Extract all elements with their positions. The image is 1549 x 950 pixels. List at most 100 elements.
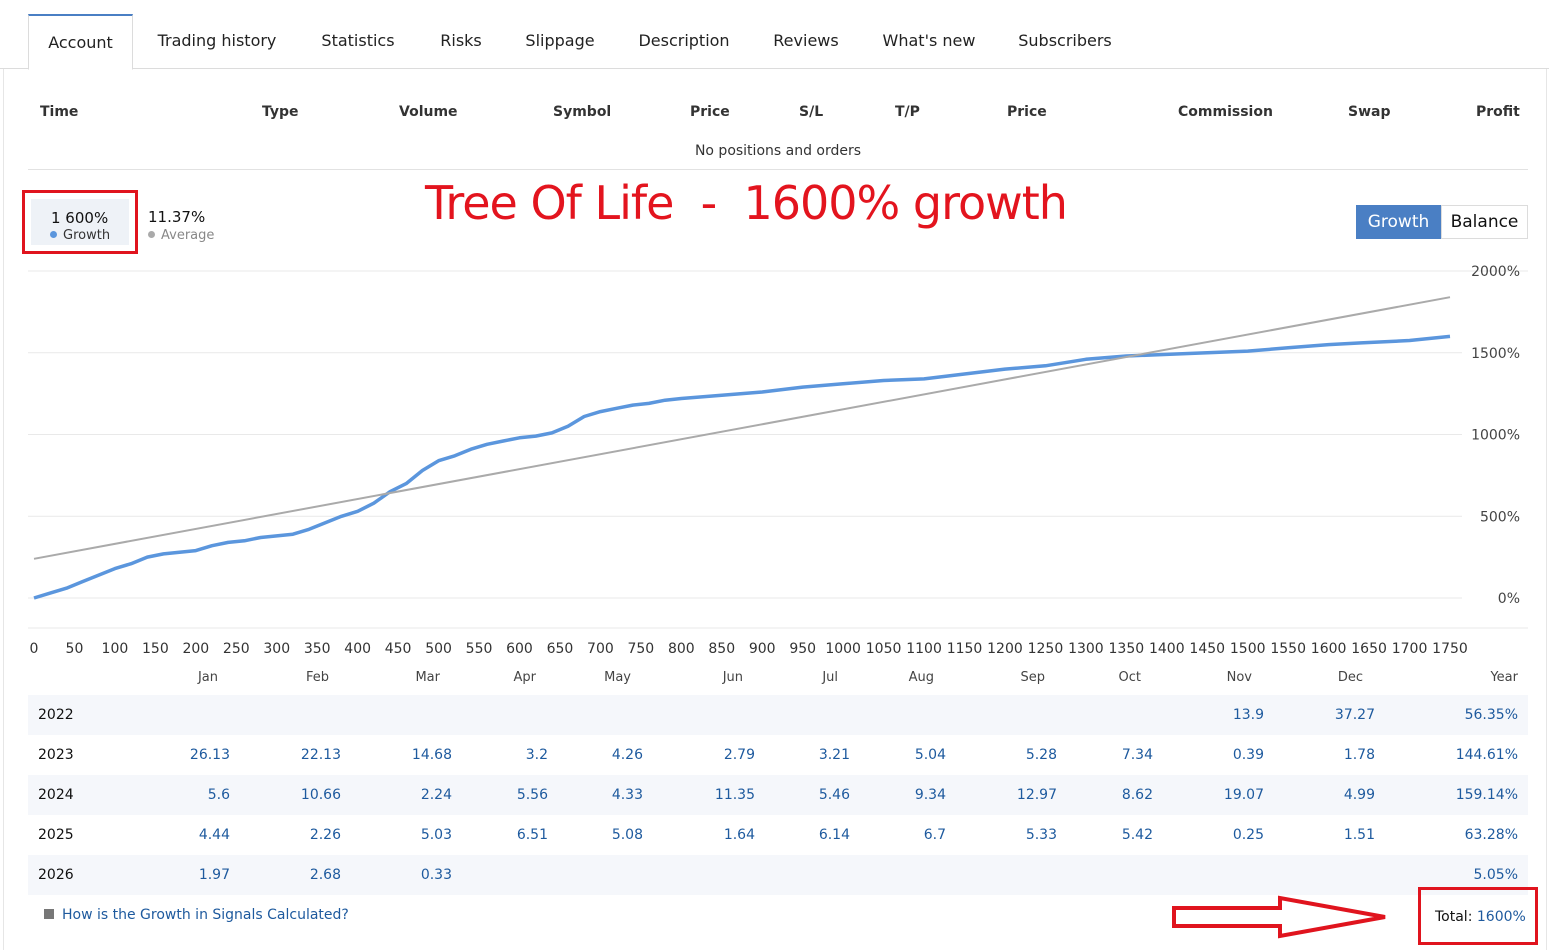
month-value[interactable]: 14.68 bbox=[411, 747, 452, 763]
tab-reviews[interactable]: Reviews bbox=[773, 31, 839, 50]
tab-slippage[interactable]: Slippage bbox=[525, 31, 595, 50]
month-value[interactable]: 1.97 bbox=[198, 867, 230, 883]
red-arrow-annotation bbox=[1172, 895, 1386, 939]
year-total[interactable]: 56.35% bbox=[1464, 707, 1518, 723]
average-label-wrap: Average bbox=[148, 228, 214, 243]
total-growth: Total: 1600% bbox=[1435, 909, 1526, 925]
x-tick-label: 600 bbox=[506, 641, 533, 657]
month-value[interactable]: 37.27 bbox=[1334, 707, 1375, 723]
year-total[interactable]: 63.28% bbox=[1464, 827, 1518, 843]
growth-dot-icon bbox=[50, 231, 57, 238]
year-total[interactable]: 5.05% bbox=[1473, 867, 1518, 883]
month-value[interactable]: 5.42 bbox=[1121, 827, 1153, 843]
month-value[interactable]: 5.08 bbox=[611, 827, 643, 843]
month-value[interactable]: 13.9 bbox=[1232, 707, 1264, 723]
month-value[interactable]: 4.26 bbox=[611, 747, 643, 763]
x-tick-label: 1600 bbox=[1311, 641, 1347, 657]
month-value[interactable]: 2.79 bbox=[723, 747, 755, 763]
tab-what-s-new[interactable]: What's new bbox=[882, 31, 976, 50]
positions-divider bbox=[28, 169, 1528, 170]
month-value[interactable]: 19.07 bbox=[1223, 787, 1264, 803]
average-dot-icon bbox=[148, 231, 155, 238]
help-icon bbox=[44, 909, 54, 919]
x-tick-label: 700 bbox=[587, 641, 614, 657]
tab-risks[interactable]: Risks bbox=[440, 31, 482, 50]
month-header-oct: Oct bbox=[1118, 670, 1141, 685]
growth-highlight-box: 1 600% Growth bbox=[22, 190, 138, 254]
growth-help-link[interactable]: How is the Growth in Signals Calculated? bbox=[44, 907, 349, 923]
x-tick-label: 1300 bbox=[1068, 641, 1104, 657]
month-value[interactable]: 5.6 bbox=[207, 787, 230, 803]
growth-label-wrap: Growth bbox=[50, 228, 110, 243]
x-tick-label: 1050 bbox=[866, 641, 902, 657]
month-value[interactable]: 0.33 bbox=[420, 867, 452, 883]
column-header-commission: Commission bbox=[1178, 104, 1273, 120]
month-value[interactable]: 11.35 bbox=[714, 787, 755, 803]
month-value[interactable]: 6.14 bbox=[818, 827, 850, 843]
month-value[interactable]: 5.28 bbox=[1025, 747, 1057, 763]
year-label: 2025 bbox=[38, 827, 74, 843]
month-value[interactable]: 26.13 bbox=[189, 747, 230, 763]
year-total[interactable]: 159.14% bbox=[1455, 787, 1518, 803]
x-tick-label: 1150 bbox=[947, 641, 983, 657]
month-header-sep: Sep bbox=[1020, 670, 1045, 685]
tab-subscribers[interactable]: Subscribers bbox=[1018, 31, 1112, 50]
balance-toggle-button[interactable]: Balance bbox=[1441, 205, 1528, 239]
year-total[interactable]: 144.61% bbox=[1455, 747, 1518, 763]
x-tick-label: 1100 bbox=[906, 641, 942, 657]
month-value[interactable]: 4.44 bbox=[198, 827, 230, 843]
tab-statistics[interactable]: Statistics bbox=[321, 31, 395, 50]
tab-description[interactable]: Description bbox=[638, 31, 730, 50]
month-value[interactable]: 2.24 bbox=[420, 787, 452, 803]
month-value[interactable]: 0.39 bbox=[1232, 747, 1264, 763]
month-value[interactable]: 1.78 bbox=[1343, 747, 1375, 763]
month-value[interactable]: 7.34 bbox=[1121, 747, 1153, 763]
x-tick-label: 1450 bbox=[1189, 641, 1225, 657]
month-value[interactable]: 3.21 bbox=[818, 747, 850, 763]
column-header-price: Price bbox=[1007, 104, 1047, 120]
month-value[interactable]: 4.33 bbox=[611, 787, 643, 803]
x-tick-label: 0 bbox=[30, 641, 39, 657]
month-value[interactable]: 3.2 bbox=[525, 747, 548, 763]
growth-toggle-button[interactable]: Growth bbox=[1356, 205, 1441, 239]
growth-value: 1 600% bbox=[51, 209, 109, 227]
month-value[interactable]: 6.7 bbox=[923, 827, 946, 843]
month-value[interactable]: 2.68 bbox=[309, 867, 341, 883]
x-tick-label: 400 bbox=[344, 641, 371, 657]
year-label: 2023 bbox=[38, 747, 74, 763]
month-value[interactable]: 5.04 bbox=[914, 747, 946, 763]
x-tick-label: 1350 bbox=[1109, 641, 1145, 657]
total-value[interactable]: 1600% bbox=[1476, 909, 1526, 925]
arrow-shape bbox=[1172, 895, 1386, 939]
tab-account[interactable]: Account bbox=[28, 14, 133, 70]
x-tick-label: 850 bbox=[708, 641, 735, 657]
month-value[interactable]: 5.03 bbox=[420, 827, 452, 843]
x-tick-label: 150 bbox=[142, 641, 169, 657]
table-row: 2026 1.97 2.68 0.33 5.05% bbox=[28, 855, 1528, 895]
month-value[interactable]: 12.97 bbox=[1016, 787, 1057, 803]
table-row: 2022 13.9 37.27 56.35% bbox=[28, 695, 1528, 735]
x-tick-label: 200 bbox=[182, 641, 209, 657]
month-value[interactable]: 8.62 bbox=[1121, 787, 1153, 803]
month-value[interactable]: 22.13 bbox=[300, 747, 341, 763]
positions-empty-message: No positions and orders bbox=[694, 143, 862, 159]
month-value[interactable]: 2.26 bbox=[309, 827, 341, 843]
month-header-jan: Jan bbox=[197, 670, 218, 685]
month-value[interactable]: 6.51 bbox=[516, 827, 548, 843]
x-tick-label: 800 bbox=[668, 641, 695, 657]
month-value[interactable]: 5.33 bbox=[1025, 827, 1057, 843]
month-value[interactable]: 5.46 bbox=[818, 787, 850, 803]
month-value[interactable]: 1.64 bbox=[723, 827, 755, 843]
month-value[interactable]: 1.51 bbox=[1343, 827, 1375, 843]
month-value[interactable]: 0.25 bbox=[1232, 827, 1264, 843]
month-value[interactable]: 9.34 bbox=[914, 787, 946, 803]
month-value[interactable]: 10.66 bbox=[300, 787, 341, 803]
year-label: 2024 bbox=[38, 787, 74, 803]
month-value[interactable]: 5.56 bbox=[516, 787, 548, 803]
month-value[interactable]: 4.99 bbox=[1343, 787, 1375, 803]
growth-summary-card[interactable]: 1 600% Growth bbox=[31, 199, 129, 245]
x-tick-label: 1400 bbox=[1149, 641, 1185, 657]
column-header-time: Time bbox=[40, 104, 79, 120]
month-header-feb: Feb bbox=[305, 670, 329, 685]
tab-trading-history[interactable]: Trading history bbox=[157, 31, 277, 50]
